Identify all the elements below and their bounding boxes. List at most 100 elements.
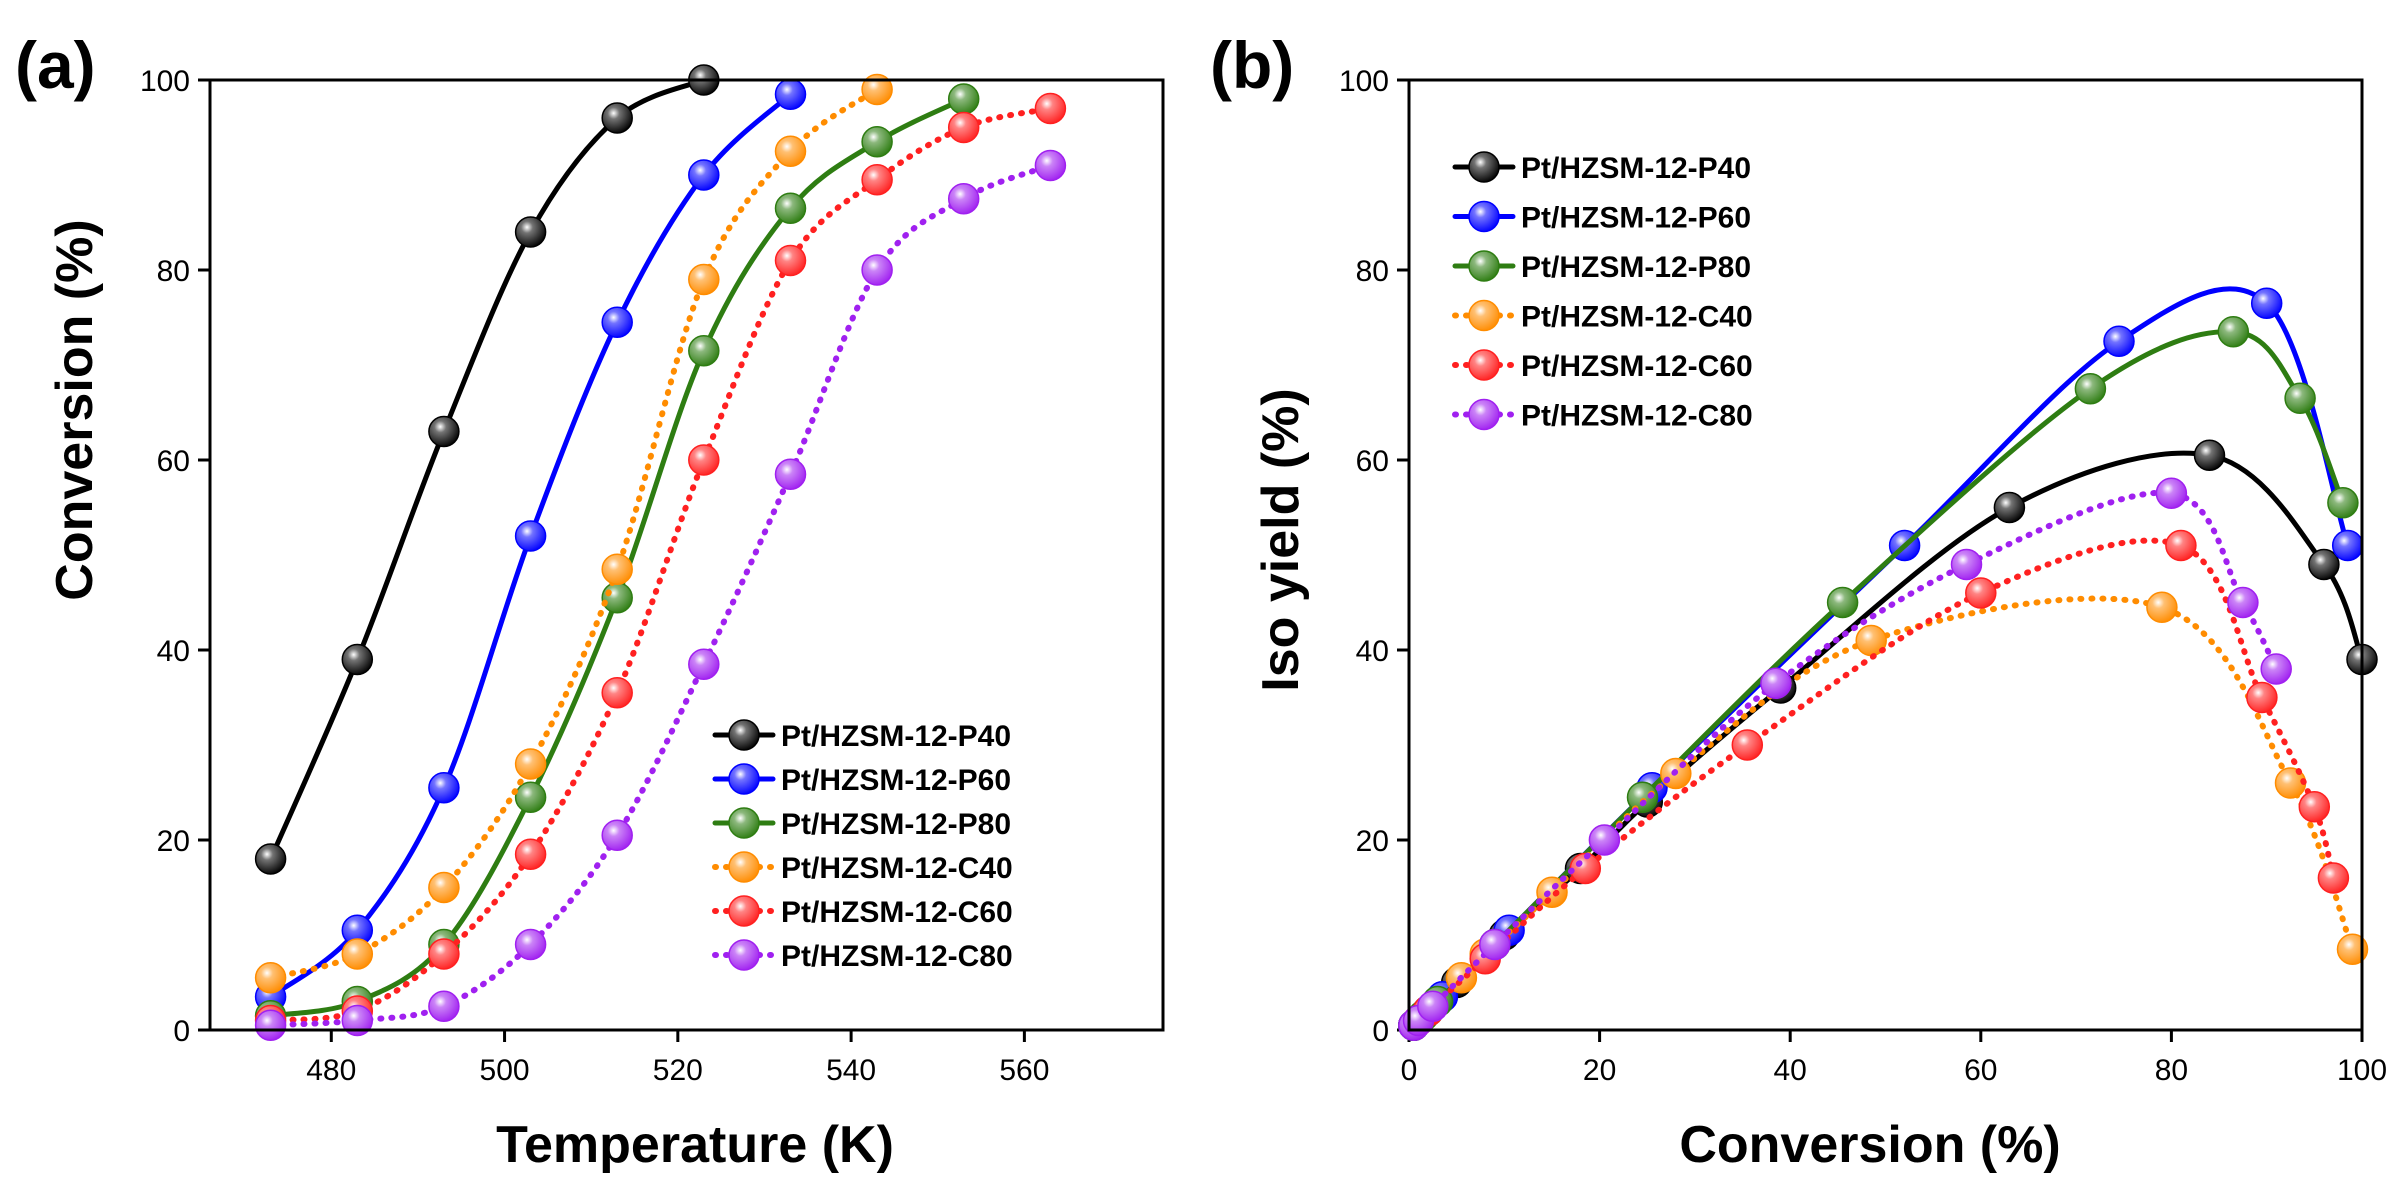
- panel-b-data-point-pt-hzsm-12-p60: [2250, 287, 2283, 320]
- panel-b: (b) Conversion (%) Iso yield (%) 0 20 40 60…: [1210, 28, 2387, 1174]
- panel-a-y-tick-label: 80: [157, 255, 190, 288]
- panel-a-legend-marker-pt-hzsm-12-c80: [728, 939, 760, 971]
- panel-b-data-point-pt-hzsm-12-p40: [2193, 439, 2226, 472]
- panel-a-legend-marker-pt-hzsm-12-p80: [728, 807, 760, 839]
- panel-b-data-point-pt-hzsm-12-c80: [2155, 477, 2188, 510]
- panel-b-x-tick-label: 60: [1964, 1054, 1997, 1087]
- panel-b-series-line-pt-hzsm-12-p80: [1411, 329, 2346, 1028]
- panel-a-data-point-pt-hzsm-12-c80: [428, 990, 460, 1023]
- panel-a-y-tick-label: 0: [173, 1015, 190, 1048]
- panel-a-data-point-pt-hzsm-12-c80: [688, 648, 720, 681]
- panel-a-series-line-pt-hzsm-12-c80: [267, 162, 1054, 1029]
- panel-b-x-tick-label: 100: [2337, 1054, 2387, 1087]
- panel-b-legend-label-pt-hzsm-12-p40: Pt/HZSM-12-P40: [1521, 152, 1751, 185]
- panel-a-data-point-pt-hzsm-12-c60: [947, 111, 980, 144]
- panel-a-data-point-pt-hzsm-12-c60: [428, 938, 460, 970]
- panel-a-label: (a): [15, 28, 96, 102]
- panel-b-data-point-pt-hzsm-12-p60: [2331, 529, 2364, 562]
- panel-a-legend-label-pt-hzsm-12-p40: Pt/HZSM-12-P40: [781, 720, 1011, 753]
- panel-a-data-point-pt-hzsm-12-c60: [774, 244, 807, 277]
- panel-a-legend-label-pt-hzsm-12-p80: Pt/HZSM-12-P80: [781, 808, 1011, 841]
- panel-b-y-tick-label: 0: [1372, 1015, 1389, 1048]
- panel-b-data-point-pt-hzsm-12-p80: [1826, 586, 1859, 619]
- panel-a-y-tick-label: 40: [157, 635, 190, 668]
- panel-b-data-point-pt-hzsm-12-c60: [1965, 577, 1997, 609]
- panel-b-legend-label-pt-hzsm-12-c60: Pt/HZSM-12-C60: [1521, 350, 1753, 383]
- panel-b-x-axis-title: Conversion (%): [1679, 1116, 2060, 1174]
- panel-a-series-line-pt-hzsm-12-c40: [267, 86, 881, 981]
- panel-a-data-point-pt-hzsm-12-p60: [601, 306, 633, 339]
- panel-b-data-point-pt-hzsm-12-p80: [2327, 487, 2359, 519]
- panel-a-data-point-pt-hzsm-12-c80: [341, 1004, 374, 1037]
- panel-a-data-point-pt-hzsm-12-p60: [514, 520, 547, 552]
- panel-a-data-point-pt-hzsm-12-c60: [688, 444, 720, 476]
- panel-b-legend-label-pt-hzsm-12-p60: Pt/HZSM-12-P60: [1521, 202, 1751, 235]
- panel-b-data-point-pt-hzsm-12-p80: [1626, 781, 1659, 814]
- panel-a-legend-label-pt-hzsm-12-p60: Pt/HZSM-12-P60: [781, 764, 1011, 797]
- panel-b-legend-label-pt-hzsm-12-c80: Pt/HZSM-12-C80: [1521, 400, 1753, 433]
- panel-a-data-point-pt-hzsm-12-c40: [774, 135, 807, 168]
- panel-b-data-point-pt-hzsm-12-p80: [2284, 382, 2316, 415]
- panel-b-data-point-pt-hzsm-12-p80: [2074, 373, 2107, 405]
- panel-a-series-line-pt-hzsm-12-p40: [268, 77, 707, 862]
- panel-a-data-point-pt-hzsm-12-p40: [428, 415, 460, 448]
- panel-b-data-point-pt-hzsm-12-c40: [1536, 876, 1568, 909]
- panel-a-y-tick-label: 100: [140, 65, 190, 98]
- panel-b-legend-label-pt-hzsm-12-c40: Pt/HZSM-12-C40: [1521, 301, 1753, 334]
- panel-b-legend-marker-pt-hzsm-12-c40: [1468, 299, 1500, 332]
- panel-b-legend-label-pt-hzsm-12-p80: Pt/HZSM-12-P80: [1521, 251, 1751, 284]
- panel-b-data-point-pt-hzsm-12-p80: [2217, 316, 2250, 348]
- panel-a-data-point-pt-hzsm-12-p40: [341, 643, 374, 676]
- panel-a-data-point-pt-hzsm-12-c60: [601, 677, 633, 709]
- panel-a-legend-marker-pt-hzsm-12-p40: [728, 719, 760, 751]
- panel-b-x-tick-label: 40: [1774, 1054, 1807, 1087]
- panel-a-y-tick-label: 60: [157, 445, 190, 478]
- panel-a-data-point-pt-hzsm-12-c40: [688, 263, 720, 296]
- panel-b-data-point-pt-hzsm-12-c80: [1417, 990, 1449, 1023]
- panel-a-data-point-pt-hzsm-12-p80: [861, 126, 893, 158]
- panel-a-data-point-pt-hzsm-12-c80: [1034, 149, 1067, 182]
- panel-a-data-point-pt-hzsm-12-p60: [688, 159, 720, 191]
- panel-a-x-tick-label: 560: [999, 1054, 1049, 1087]
- panel-b-data-point-pt-hzsm-12-c80: [1760, 667, 1792, 700]
- panel-b-label: (b): [1210, 28, 1294, 102]
- panel-b-data-point-pt-hzsm-12-c40: [2146, 591, 2178, 624]
- panel-a-x-tick-label: 480: [306, 1054, 356, 1087]
- panel-a-data-point-pt-hzsm-12-c40: [428, 871, 460, 904]
- panel-b-x-tick-label: 0: [1401, 1054, 1418, 1087]
- panel-a-data-point-pt-hzsm-12-c40: [254, 962, 287, 994]
- panel-a-legend-label-pt-hzsm-12-c40: Pt/HZSM-12-C40: [781, 852, 1013, 885]
- panel-b-data-point-pt-hzsm-12-p40: [1993, 491, 2026, 524]
- panel-a-data-point-pt-hzsm-12-c80: [514, 928, 547, 961]
- panel-a-data-point-pt-hzsm-12-p60: [428, 772, 460, 804]
- panel-b-y-tick-label: 40: [1356, 635, 1389, 668]
- panel-a-x-axis-title: Temperature (K): [496, 1116, 894, 1174]
- panel-a-series-line-pt-hzsm-12-c60: [267, 105, 1054, 1024]
- panel-a-data-point-pt-hzsm-12-c40: [601, 553, 633, 586]
- panel-b-data-point-pt-hzsm-12-c60: [2246, 681, 2278, 714]
- panel-a-data-point-pt-hzsm-12-c80: [861, 254, 893, 286]
- panel-b-y-axis-title: Iso yield (%): [1252, 388, 1310, 691]
- panel-b-y-tick-label: 80: [1356, 255, 1389, 288]
- panel-a-data-point-pt-hzsm-12-c40: [514, 748, 547, 780]
- panel-b-data-point-pt-hzsm-12-c80: [1950, 548, 1983, 581]
- panel-a-data-point-pt-hzsm-12-c80: [254, 1009, 287, 1042]
- panel-b-x-tick-label: 20: [1583, 1054, 1616, 1087]
- panel-a-data-point-pt-hzsm-12-c60: [861, 164, 893, 196]
- panel-a-data-point-pt-hzsm-12-p80: [688, 335, 720, 367]
- panel-a-data-point-pt-hzsm-12-c80: [774, 458, 807, 491]
- panel-b-x-tick-label: 80: [2155, 1054, 2188, 1087]
- panel-b-y-tick-label: 60: [1356, 445, 1389, 478]
- panel-a-data-point-pt-hzsm-12-p80: [514, 781, 547, 814]
- panel-a-legend-marker-pt-hzsm-12-c40: [728, 851, 760, 883]
- panel-b-data-point-pt-hzsm-12-p60: [2103, 325, 2135, 358]
- panel-b-plot-frame: [1407, 78, 2364, 1032]
- panel-b-legend-marker-pt-hzsm-12-c80: [1468, 398, 1500, 431]
- panel-b-y-tick-label: 100: [1339, 65, 1389, 98]
- panel-b-data-point-pt-hzsm-12-p40: [2308, 548, 2340, 581]
- panel-a: (a) Temperature (K) Conversion (%) 480 50…: [15, 28, 1165, 1174]
- panel-a-data-point-pt-hzsm-12-p80: [601, 582, 633, 614]
- panel-b-data-point-pt-hzsm-12-c80: [2260, 653, 2292, 685]
- panel-a-y-tick-label: 20: [157, 825, 190, 858]
